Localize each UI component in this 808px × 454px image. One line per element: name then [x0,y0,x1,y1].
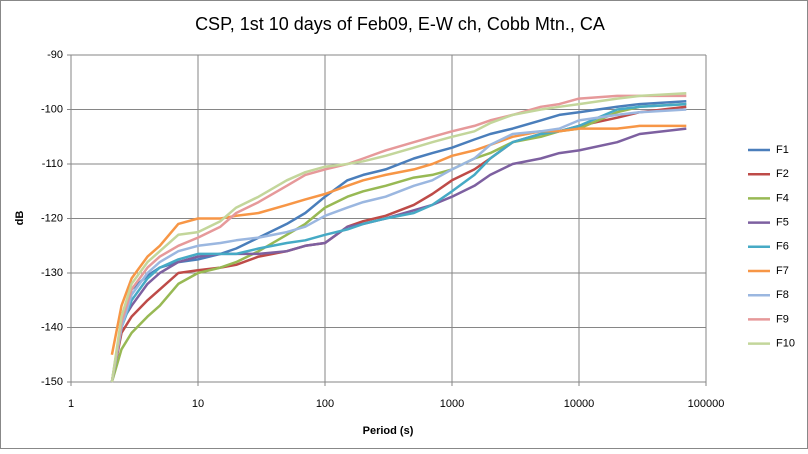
y-tick-label: -150 [41,376,63,388]
series-line [110,91,687,383]
y-axis-label: dB [14,211,26,226]
chart-title: CSP, 1st 10 days of Feb09, E-W ch, Cobb … [195,14,605,34]
x-tick-label: 1000 [440,398,464,410]
x-tick-label: 10000 [564,398,595,410]
series-line [110,102,687,383]
legend-label: F5 [776,217,789,229]
legend-label: F8 [776,289,789,301]
y-tick-label: -130 [41,267,63,279]
legend-label: F9 [776,313,789,325]
y-tick-label: -140 [41,321,63,333]
series-line [110,124,687,356]
legend-label: F10 [776,338,795,350]
x-tick-label: 100 [316,398,334,410]
legend-label: F1 [776,144,789,156]
legend-label: F2 [776,168,789,180]
series-line [110,108,687,383]
x-tick-label: 100000 [688,398,725,410]
legend-label: F6 [776,241,789,253]
y-tick-label: -110 [42,158,63,170]
y-tick-label: -90 [47,49,63,61]
y-tick-label: -120 [41,212,63,224]
series-line [110,127,687,383]
x-tick-label: 10 [192,398,204,410]
legend-label: F4 [776,192,789,204]
series-line [110,94,687,383]
y-tick-label: -100 [41,103,63,115]
series-line [110,102,687,383]
x-tick-label: 1 [68,398,74,410]
legend-label: F7 [776,265,789,277]
x-axis-label: Period (s) [363,425,414,437]
